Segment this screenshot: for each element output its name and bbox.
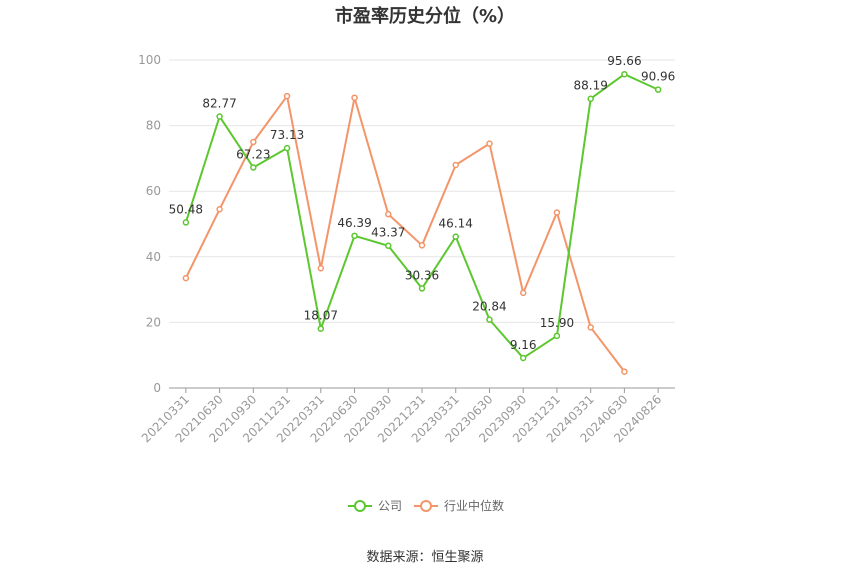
data-point xyxy=(317,325,325,332)
y-tick-label: 60 xyxy=(146,184,161,198)
data-point xyxy=(553,209,561,216)
data-point xyxy=(418,242,426,249)
data-label: 9.16 xyxy=(510,338,537,352)
data-label: 30.36 xyxy=(405,268,439,282)
data-label: 50.48 xyxy=(169,202,203,216)
chart-title: 市盈率历史分位（%） xyxy=(334,6,516,27)
data-point xyxy=(351,94,358,101)
data-point xyxy=(216,113,223,120)
data-point xyxy=(553,332,561,340)
data-point xyxy=(283,92,291,100)
series-lines xyxy=(184,73,659,373)
y-tick-label: 40 xyxy=(146,250,161,264)
legend-label: 行业中位数 xyxy=(444,498,504,513)
data-point xyxy=(519,289,527,297)
y-tick-label: 80 xyxy=(146,119,161,133)
legend-marker xyxy=(354,500,366,512)
data-label: 82.77 xyxy=(202,97,236,111)
y-tick-label: 0 xyxy=(153,381,161,395)
data-point xyxy=(621,70,628,78)
data-label: 67.23 xyxy=(236,147,270,161)
data-label: 43.37 xyxy=(371,226,405,240)
data-point xyxy=(418,285,426,292)
data-label: 18.07 xyxy=(304,309,338,323)
data-point xyxy=(486,316,493,323)
data-point xyxy=(182,274,190,282)
data-point xyxy=(317,265,325,272)
data-label: 88.19 xyxy=(573,79,607,93)
data-point xyxy=(385,210,392,218)
data-point xyxy=(587,324,594,331)
data-point xyxy=(182,219,190,226)
axes: 0204060801002021033120210630202109302021… xyxy=(138,53,675,445)
data-label: 46.39 xyxy=(337,216,371,230)
data-point xyxy=(216,205,223,213)
data-label: 90.96 xyxy=(641,70,675,84)
data-point xyxy=(452,161,459,169)
data-point xyxy=(250,138,257,146)
data-label: 95.66 xyxy=(607,54,641,68)
data-label: 15.90 xyxy=(540,316,574,330)
data-source: 数据来源：恒生聚源 xyxy=(366,550,484,565)
data-point xyxy=(587,95,594,102)
legend-label: 公司 xyxy=(378,499,402,513)
data-point xyxy=(250,164,257,171)
data-point xyxy=(486,140,493,147)
data-label: 46.14 xyxy=(439,217,473,231)
legend: 公司 行业中位数 xyxy=(348,498,504,513)
series-points xyxy=(182,70,662,375)
data-point xyxy=(385,242,392,249)
data-point xyxy=(519,354,527,362)
data-point xyxy=(621,368,628,375)
data-label: 73.13 xyxy=(270,128,304,142)
legend-marker xyxy=(420,500,432,512)
data-point xyxy=(654,86,662,93)
data-point xyxy=(452,233,459,240)
y-tick-label: 20 xyxy=(146,315,161,329)
data-point xyxy=(351,232,358,240)
data-label: 20.84 xyxy=(472,300,506,314)
data-point xyxy=(283,144,291,152)
y-tick-label: 100 xyxy=(138,53,161,67)
series-line-1 xyxy=(184,95,626,373)
grid-lines xyxy=(169,59,675,323)
